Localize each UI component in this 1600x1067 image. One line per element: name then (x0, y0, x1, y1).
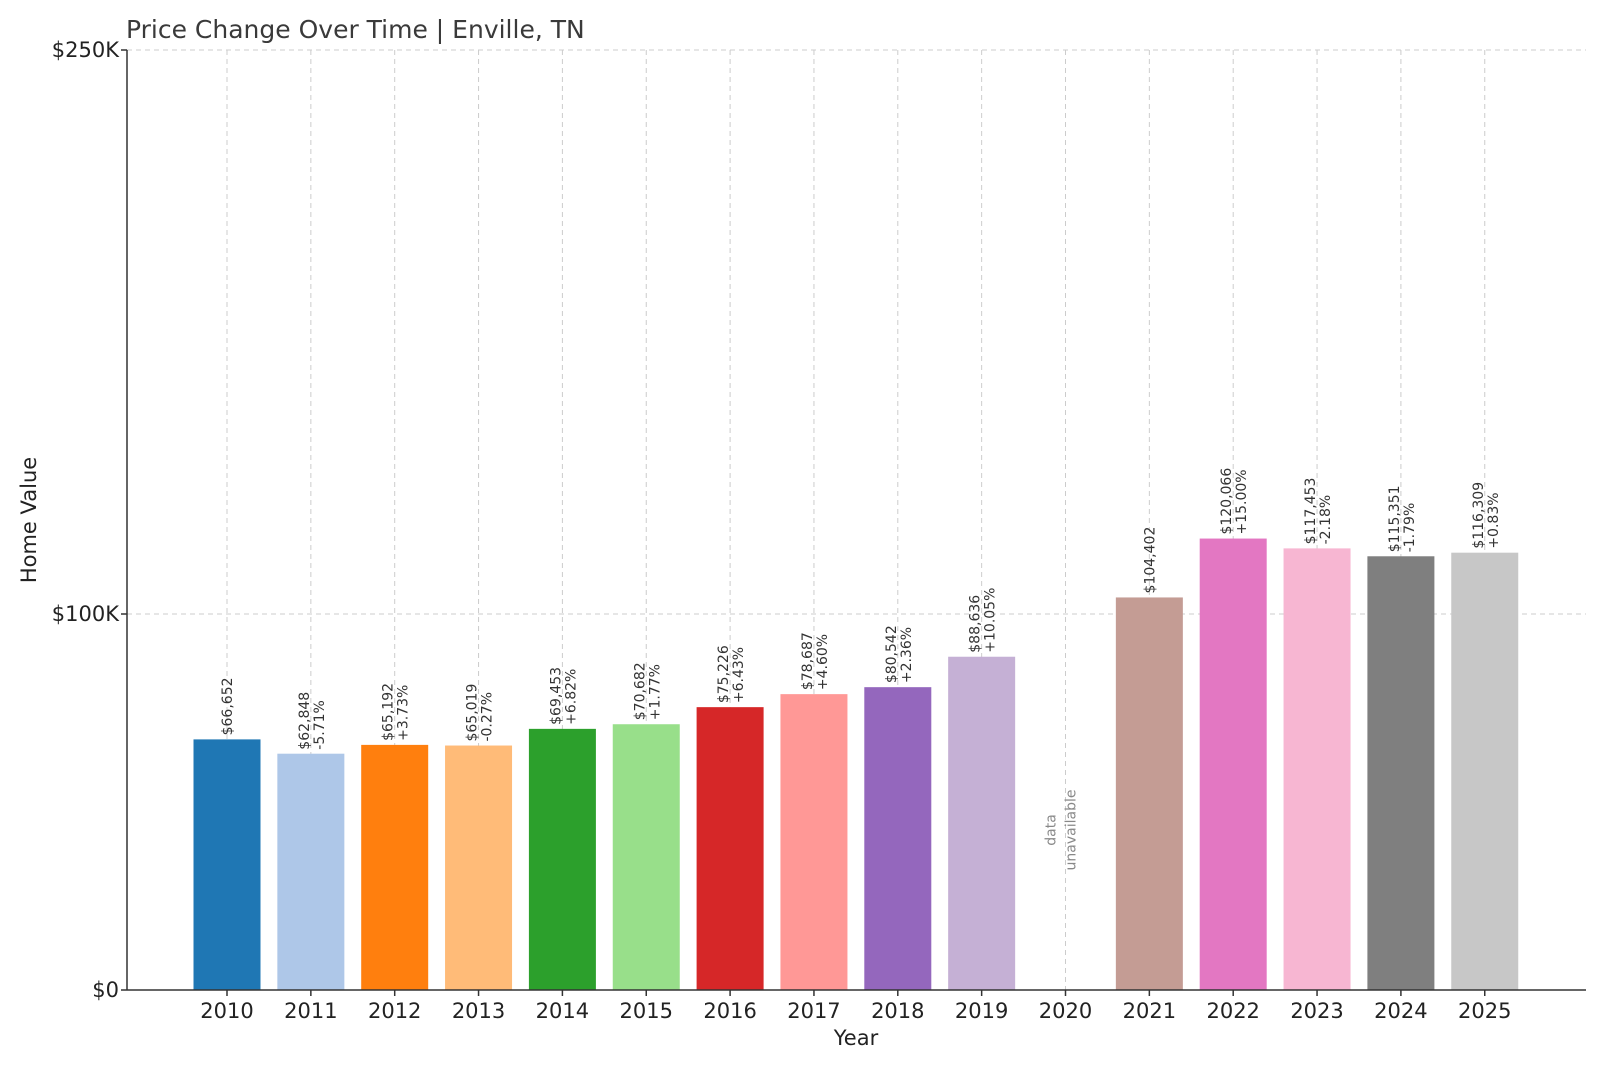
bar-2017 (780, 694, 848, 990)
bar-2023 (1283, 548, 1351, 990)
x-tick-label: 2017 (787, 999, 840, 1023)
data-unavailable-label: unavailable (1064, 790, 1080, 871)
change-label: +6.82% (563, 669, 579, 725)
change-label: +15.00% (1234, 469, 1250, 534)
change-label: +4.60% (815, 634, 831, 690)
value-label: $65,192 (381, 683, 397, 741)
x-tick-label: 2014 (536, 999, 589, 1023)
y-tick-label: $100K (52, 602, 120, 626)
bar-2010 (193, 739, 261, 990)
value-label: $116,309 (1471, 482, 1487, 549)
bar-2025 (1451, 552, 1519, 990)
change-label: -5.71% (312, 700, 328, 750)
value-label: $62,848 (297, 692, 313, 750)
change-label: +2.36% (899, 627, 915, 683)
change-label: -1.79% (1402, 503, 1418, 553)
bar-2011 (277, 753, 345, 990)
change-label: -2.18% (1318, 495, 1334, 545)
value-label: $69,453 (548, 667, 564, 725)
change-label: +0.83% (1486, 492, 1502, 548)
x-tick-label: 2022 (1206, 999, 1259, 1023)
bar-2021 (1115, 597, 1183, 990)
value-label: $70,682 (632, 662, 648, 720)
value-label: $120,066 (1219, 468, 1235, 535)
bar-2019 (948, 656, 1016, 990)
change-label: +1.77% (647, 664, 663, 720)
axes (126, 50, 1586, 991)
change-label: -0.27% (480, 692, 496, 742)
grid (127, 49, 1586, 990)
x-tick-label: 2018 (871, 999, 924, 1023)
bar-2014 (528, 728, 596, 990)
y-tick-labels: $0 $100K $250K (52, 38, 127, 1002)
y-axis-label: Home Value (17, 457, 41, 583)
bar-2022 (1199, 538, 1267, 990)
value-label: $117,453 (1303, 478, 1319, 545)
x-tick-label: 2020 (1039, 999, 1092, 1023)
value-label: $66,652 (220, 677, 236, 735)
bar-2013 (445, 745, 513, 990)
x-tick-label: 2021 (1123, 999, 1176, 1023)
value-label: $80,542 (884, 625, 900, 683)
bar-2024 (1367, 556, 1435, 990)
value-label: $88,636 (968, 595, 984, 653)
bar-2012 (361, 744, 429, 990)
value-label: $78,687 (800, 632, 816, 690)
x-tick-label: 2016 (703, 999, 756, 1023)
bar-2015 (612, 724, 680, 990)
bar-2018 (864, 687, 932, 990)
value-label: $104,402 (1142, 527, 1158, 594)
x-tick-label: 2013 (452, 999, 505, 1023)
x-tick-label: 2025 (1458, 999, 1511, 1023)
data-unavailable-label: data (1044, 814, 1060, 846)
x-tick-label: 2019 (955, 999, 1008, 1023)
change-label: +10.05% (983, 588, 999, 653)
x-tick-label: 2023 (1290, 999, 1343, 1023)
x-tick-labels: 2010 2011 2012 2013 2014 2015 2016 2017 2018 2019… (200, 990, 1511, 1023)
y-tick-label: $0 (92, 978, 119, 1002)
bar-2016 (696, 707, 764, 990)
bars (193, 538, 1519, 990)
x-tick-label: 2015 (620, 999, 673, 1023)
value-label: $115,351 (1387, 485, 1403, 552)
x-tick-label: 2010 (200, 999, 253, 1023)
y-tick-label: $250K (52, 38, 120, 62)
value-label: $65,019 (465, 684, 481, 742)
x-tick-label: 2024 (1374, 999, 1427, 1023)
chart-title: Price Change Over Time | Enville, TN (126, 15, 585, 44)
value-label: $75,226 (716, 645, 732, 703)
x-axis-label: Year (833, 1026, 879, 1050)
change-label: +3.73% (396, 685, 412, 741)
x-tick-label: 2012 (368, 999, 421, 1023)
x-tick-label: 2011 (284, 999, 337, 1023)
bar-labels: $66,652 $62,848 -5.71% $65,192 +3.73% $65,019… (220, 468, 1502, 871)
change-label: +6.43% (731, 647, 747, 703)
